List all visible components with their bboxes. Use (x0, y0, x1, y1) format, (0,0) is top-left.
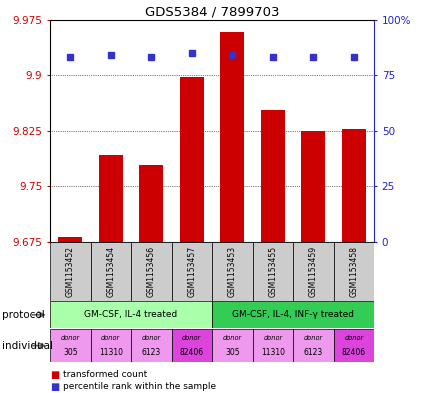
Bar (50, 329, 90, 362)
Text: donor: donor (141, 335, 161, 341)
Text: 305: 305 (224, 349, 239, 358)
Bar (220, 32, 244, 242)
Bar (212, 301, 373, 328)
Text: donor: donor (101, 335, 120, 341)
Bar (252, 242, 293, 301)
Text: 82406: 82406 (179, 349, 204, 358)
Bar (300, 130, 325, 242)
Bar (50, 301, 212, 328)
Bar (90, 242, 131, 301)
Bar (293, 242, 333, 301)
Bar (139, 165, 163, 242)
Text: percentile rank within the sample: percentile rank within the sample (63, 382, 216, 391)
Bar (171, 329, 212, 362)
Bar (179, 77, 204, 242)
Text: 305: 305 (63, 349, 77, 358)
Text: 11310: 11310 (260, 349, 284, 358)
Text: GSM1153455: GSM1153455 (268, 246, 277, 297)
Bar (341, 129, 365, 242)
Text: 6123: 6123 (141, 349, 161, 358)
Text: donor: donor (263, 335, 282, 341)
Text: donor: donor (343, 335, 363, 341)
Text: ■: ■ (50, 370, 59, 380)
Bar (131, 242, 171, 301)
Text: GSM1153456: GSM1153456 (146, 246, 155, 297)
Text: 82406: 82406 (341, 349, 365, 358)
Bar (212, 242, 252, 301)
Bar (252, 329, 293, 362)
Bar (260, 110, 284, 242)
Text: donor: donor (222, 335, 241, 341)
Text: GSM1153454: GSM1153454 (106, 246, 115, 297)
Text: GSM1153453: GSM1153453 (227, 246, 236, 297)
Text: donor: donor (303, 335, 322, 341)
Text: GSM1153459: GSM1153459 (308, 246, 317, 297)
Bar (131, 329, 171, 362)
Text: transformed count: transformed count (63, 371, 147, 379)
Bar (90, 329, 131, 362)
Text: donor: donor (182, 335, 201, 341)
Bar (293, 329, 333, 362)
Text: GSM1153452: GSM1153452 (66, 246, 75, 297)
Bar (333, 242, 373, 301)
Bar (50, 242, 90, 301)
Text: individual: individual (2, 341, 53, 351)
Text: protocol: protocol (2, 310, 45, 320)
Text: ■: ■ (50, 382, 59, 392)
Bar (212, 329, 252, 362)
Text: donor: donor (60, 335, 80, 341)
Text: 11310: 11310 (99, 349, 122, 358)
Text: GSM1153457: GSM1153457 (187, 246, 196, 297)
Bar (58, 237, 82, 242)
Bar (333, 329, 373, 362)
Text: 6123: 6123 (303, 349, 322, 358)
Title: GDS5384 / 7899703: GDS5384 / 7899703 (145, 6, 279, 18)
Text: GM-CSF, IL-4, INF-γ treated: GM-CSF, IL-4, INF-γ treated (232, 310, 353, 319)
Text: GSM1153458: GSM1153458 (349, 246, 358, 297)
Bar (99, 155, 123, 242)
Bar (171, 242, 212, 301)
Text: GM-CSF, IL-4 treated: GM-CSF, IL-4 treated (84, 310, 177, 319)
